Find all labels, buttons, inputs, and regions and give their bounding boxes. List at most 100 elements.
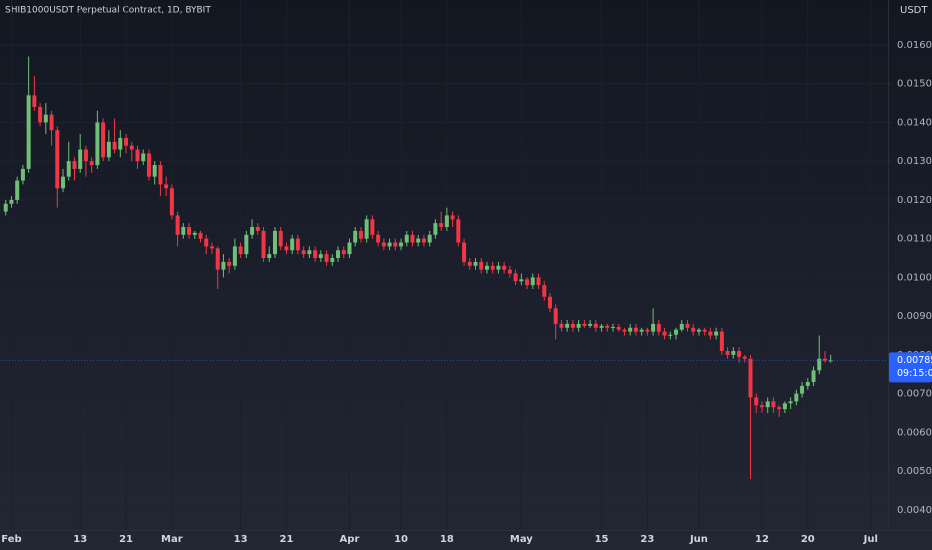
candle-body bbox=[502, 265, 507, 270]
last-price-label: 0.007859 bbox=[897, 355, 932, 366]
candle-body bbox=[38, 106, 43, 123]
candle-body bbox=[66, 161, 71, 177]
candle-body bbox=[754, 397, 759, 406]
candle-body bbox=[192, 232, 197, 235]
candle-body bbox=[238, 246, 243, 255]
y-tick-label: 0.012000 bbox=[897, 195, 932, 206]
candle-body bbox=[696, 329, 701, 332]
candle-body bbox=[284, 246, 289, 251]
candle-body bbox=[250, 227, 255, 235]
candle-body bbox=[32, 95, 37, 107]
candle-body bbox=[336, 250, 341, 259]
y-tick-label: 0.009000 bbox=[897, 311, 932, 322]
candle-body bbox=[725, 351, 730, 355]
candle-body bbox=[141, 153, 146, 162]
candle-body bbox=[777, 407, 782, 410]
candle-body bbox=[565, 323, 570, 328]
y-tick-label: 0.011000 bbox=[897, 234, 932, 245]
candle-body bbox=[341, 250, 346, 255]
candle-body bbox=[748, 358, 753, 398]
candle-body bbox=[129, 145, 134, 150]
candle-body bbox=[221, 261, 226, 270]
candle-body bbox=[290, 238, 295, 251]
candle-body bbox=[55, 130, 60, 189]
candle-body bbox=[370, 219, 375, 235]
candle-body bbox=[72, 161, 77, 169]
candle-body bbox=[381, 242, 386, 247]
candle-body bbox=[496, 265, 501, 270]
candle-body bbox=[376, 234, 381, 243]
x-tick-label: 12 bbox=[755, 534, 769, 545]
candle-body bbox=[794, 393, 799, 402]
candle-body bbox=[198, 232, 203, 239]
candle-body bbox=[828, 360, 833, 362]
candle-body bbox=[261, 230, 266, 259]
candle-body bbox=[175, 215, 180, 235]
candle-body bbox=[800, 385, 805, 394]
candle-body bbox=[588, 323, 593, 326]
candle-body bbox=[255, 227, 260, 231]
candle-body bbox=[164, 184, 169, 189]
candle-body bbox=[410, 234, 415, 243]
x-tick-label: Jul bbox=[863, 534, 878, 545]
candle-body bbox=[267, 254, 272, 259]
candle-body bbox=[364, 219, 369, 239]
candle-body bbox=[593, 323, 598, 328]
candle-body bbox=[244, 234, 249, 255]
candle-body bbox=[742, 356, 747, 359]
candle-body bbox=[817, 358, 822, 371]
candle-body bbox=[227, 261, 232, 266]
y-tick-label: 0.005000 bbox=[897, 466, 932, 477]
x-tick-label: Feb bbox=[1, 534, 21, 545]
candle-body bbox=[547, 296, 552, 309]
candle-body bbox=[788, 401, 793, 404]
y-tick-label: 0.007000 bbox=[897, 389, 932, 400]
candle-body bbox=[20, 168, 25, 181]
candle-body bbox=[26, 95, 31, 169]
candle-body bbox=[347, 242, 352, 255]
candle-body bbox=[462, 242, 467, 262]
candle-body bbox=[272, 230, 277, 255]
candle-body bbox=[519, 279, 524, 282]
candle-body bbox=[651, 323, 656, 332]
x-tick-label: 21 bbox=[279, 534, 293, 545]
candle-body bbox=[101, 122, 106, 158]
candle-body bbox=[490, 265, 495, 270]
candle-body bbox=[782, 403, 787, 410]
candle-body bbox=[278, 230, 283, 247]
candle-body bbox=[232, 246, 237, 266]
candle-body bbox=[645, 329, 650, 332]
candle-body bbox=[467, 261, 472, 266]
candle-body bbox=[456, 219, 461, 243]
candle-body bbox=[295, 238, 300, 251]
candle-body bbox=[668, 334, 673, 336]
candle-body bbox=[525, 279, 530, 286]
candle-body bbox=[811, 370, 816, 383]
candle-body bbox=[421, 238, 426, 243]
candle-body bbox=[387, 242, 392, 247]
y-tick-label: 0.015000 bbox=[897, 79, 932, 90]
candle-body bbox=[324, 254, 329, 262]
candle-body bbox=[89, 161, 94, 166]
candle-body bbox=[83, 149, 88, 162]
candle-body bbox=[209, 246, 214, 249]
candle-body bbox=[427, 234, 432, 243]
y-axis-label: USDT bbox=[900, 5, 928, 16]
candle-body bbox=[152, 165, 157, 177]
candle-body bbox=[599, 325, 604, 328]
candle-body bbox=[135, 149, 140, 162]
candle-body bbox=[628, 327, 633, 332]
candle-body bbox=[3, 203, 8, 212]
candle-body bbox=[582, 323, 587, 326]
candle-body bbox=[714, 331, 719, 336]
x-tick-label: 13 bbox=[234, 534, 248, 545]
candle-body bbox=[330, 258, 335, 262]
candle-body bbox=[679, 323, 684, 330]
candle-body bbox=[759, 405, 764, 408]
candle-body bbox=[765, 401, 770, 408]
candle-body bbox=[507, 269, 512, 274]
candle-body bbox=[685, 323, 690, 328]
y-tick-label: 0.010000 bbox=[897, 272, 932, 283]
